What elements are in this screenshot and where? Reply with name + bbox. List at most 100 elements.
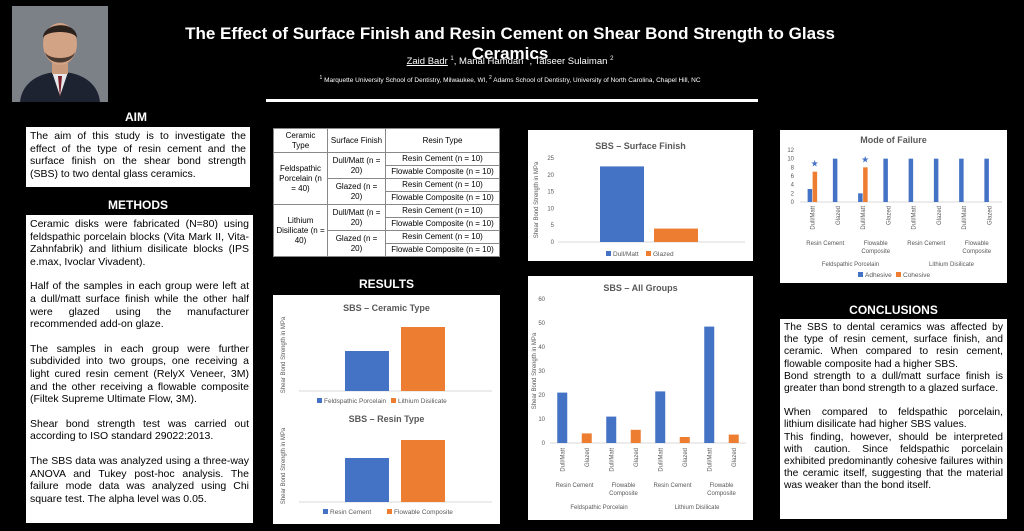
bar bbox=[557, 392, 568, 443]
y-tick-label: 10 bbox=[547, 206, 554, 212]
table-cell: Glazed (n = 20) bbox=[327, 230, 386, 257]
methods-paragraph: Half of the samples in each group were l… bbox=[30, 280, 249, 331]
y-tick-label: 50 bbox=[538, 321, 545, 327]
aim-text: The aim of this study is to investigate … bbox=[30, 130, 246, 180]
x-tick-label: Dull/Matt bbox=[560, 448, 566, 472]
author-affil-number: 1 bbox=[450, 56, 454, 62]
x-tick-label: Glazed bbox=[987, 206, 993, 225]
all-groups-panel: SBS – All Groups 0 10 20 30 40 50 60 Shear Bond … bbox=[528, 276, 753, 520]
affil-number: 2 bbox=[489, 75, 492, 81]
y-tick-label: 6 bbox=[791, 174, 795, 180]
y-axis-label: Shear Bond Strength in MPa bbox=[532, 332, 538, 409]
bar bbox=[908, 158, 914, 202]
group-label: Composite bbox=[707, 491, 736, 497]
author-name: Manal Hamdan bbox=[459, 56, 524, 68]
y-tick-label: 10 bbox=[538, 417, 545, 423]
y-tick-label: 20 bbox=[538, 393, 545, 399]
x-tick-label: Glazed bbox=[634, 448, 640, 467]
table-cell: Dull/Matt (n = 20) bbox=[327, 152, 386, 179]
legend-label: Lithium Disilicate bbox=[398, 398, 447, 405]
y-tick-label: 10 bbox=[787, 157, 794, 163]
chart-title: SBS – All Groups bbox=[603, 283, 677, 293]
bar bbox=[807, 189, 813, 202]
methods-paragraph: The samples in each group were further s… bbox=[30, 342, 249, 406]
table-header: Resin Type bbox=[385, 128, 500, 153]
failure-mode-chart: Mode of Failure 0 2 4 6 8 10 12 Dull/Matt Glazed D… bbox=[787, 135, 1002, 279]
y-tick-label: 30 bbox=[538, 369, 545, 375]
bar bbox=[581, 433, 592, 443]
legend-swatch bbox=[606, 251, 611, 256]
bar bbox=[679, 437, 690, 443]
x-tick-label: Dull/Matt bbox=[912, 206, 918, 230]
surface-finish-panel: SBS – Surface Finish 0 5 10 15 20 25 Shear Bond… bbox=[528, 130, 753, 261]
author-name: Taiseer Sulaiman bbox=[534, 56, 608, 68]
bar bbox=[704, 326, 715, 443]
bar bbox=[728, 434, 739, 443]
legend-swatch bbox=[391, 398, 396, 403]
table-cell: Resin Cement (n = 10) bbox=[385, 230, 500, 244]
all-groups-chart: SBS – All Groups 0 10 20 30 40 50 60 Shear Bond … bbox=[532, 283, 746, 511]
group-label: Resin Cement bbox=[907, 241, 945, 247]
table-cell: Feldspathic Porcelain (n = 40) bbox=[273, 152, 328, 205]
y-tick-label: 0 bbox=[791, 200, 795, 206]
group-label: Composite bbox=[861, 249, 890, 255]
group-label: Composite bbox=[962, 249, 991, 255]
y-tick-label: 40 bbox=[538, 345, 545, 351]
aim-heading: AIM bbox=[125, 110, 147, 124]
legend-label: Cohesive bbox=[903, 272, 930, 279]
table-row: Glazed (n = 20) Resin Cement (n = 10) bbox=[274, 230, 500, 257]
bar bbox=[858, 193, 863, 202]
failure-mode-panel: Mode of Failure 0 2 4 6 8 10 12 Dull/Matt Glazed D… bbox=[780, 130, 1007, 283]
group-label: Flowable bbox=[709, 483, 734, 489]
bar bbox=[863, 167, 868, 202]
bar bbox=[984, 158, 989, 202]
table-cell: Dull/Matt (n = 20) bbox=[327, 204, 386, 231]
y-tick-label: 25 bbox=[547, 156, 554, 162]
affiliations: 1 Marquette University School of Dentist… bbox=[240, 75, 780, 84]
methods-paragraph: Shear bond strength test was carried out… bbox=[30, 417, 249, 443]
legend-swatch bbox=[858, 272, 863, 277]
table-cell: Flowable Composite (n = 10) bbox=[385, 217, 500, 231]
bar bbox=[655, 391, 666, 443]
x-tick-label: Dull/Matt bbox=[962, 206, 968, 230]
legend-swatch bbox=[317, 398, 322, 403]
table-header-row: Ceramic Type Surface Finish Resin Type bbox=[273, 128, 500, 153]
author-portrait-icon bbox=[12, 6, 108, 102]
chart-title: SBS – Ceramic Type bbox=[343, 303, 430, 313]
legend-label: Dull/Matt bbox=[613, 251, 639, 258]
group-label: Flowable bbox=[965, 241, 990, 247]
methods-paragraph: The SBS data was analyzed using a three-… bbox=[30, 454, 249, 505]
legend-swatch bbox=[646, 251, 651, 256]
table-row: Lithium Disilicate (n = 40) Dull/Matt (n… bbox=[273, 204, 500, 257]
table-cell: Resin Cement (n = 10) bbox=[385, 152, 500, 166]
ceramic-type-chart: SBS – Ceramic Type Shear Bond Strength in… bbox=[281, 303, 492, 405]
x-tick-label: Glazed bbox=[683, 448, 689, 467]
affiliation-1: Marquette University School of Dentistry… bbox=[324, 77, 488, 85]
methods-paragraph: Ceramic disks were fabricated (N=80) usi… bbox=[30, 218, 249, 268]
group-label: Resin Cement bbox=[555, 483, 593, 489]
results-left-panel: SBS – Ceramic Type Shear Bond Strength in… bbox=[273, 295, 500, 524]
group-label: Resin Cement bbox=[806, 241, 844, 247]
table-cell: Lithium Disilicate (n = 40) bbox=[273, 204, 328, 257]
legend-label: Resin Cement bbox=[330, 509, 371, 516]
conclusions-box: The SBS to dental ceramics was affected … bbox=[780, 319, 1007, 519]
legend-swatch bbox=[387, 509, 392, 514]
author-name: Zaid Badr bbox=[406, 56, 448, 68]
group-label: Resin Cement bbox=[653, 483, 691, 489]
title-divider bbox=[266, 99, 758, 102]
legend-label: Feldspathic Porcelain bbox=[324, 398, 387, 405]
ceramic-label: Lithium Disilicate bbox=[929, 262, 975, 268]
x-tick-label: Glazed bbox=[886, 206, 892, 225]
methods-heading: METHODS bbox=[108, 198, 168, 212]
bar bbox=[600, 166, 644, 242]
y-tick-label: 0 bbox=[551, 240, 555, 246]
legend-label: Adhesive bbox=[865, 272, 892, 279]
conclusion-text: This finding, however, should be interpr… bbox=[784, 431, 1003, 492]
y-tick-label: 4 bbox=[791, 183, 795, 189]
table-cell: Flowable Composite (n = 10) bbox=[385, 243, 500, 257]
table-cell: Flowable Composite (n = 10) bbox=[385, 191, 500, 205]
y-tick-label: 15 bbox=[547, 190, 554, 196]
x-tick-label: Glazed bbox=[732, 448, 738, 467]
legend-label: Flowable Composite bbox=[394, 509, 453, 516]
